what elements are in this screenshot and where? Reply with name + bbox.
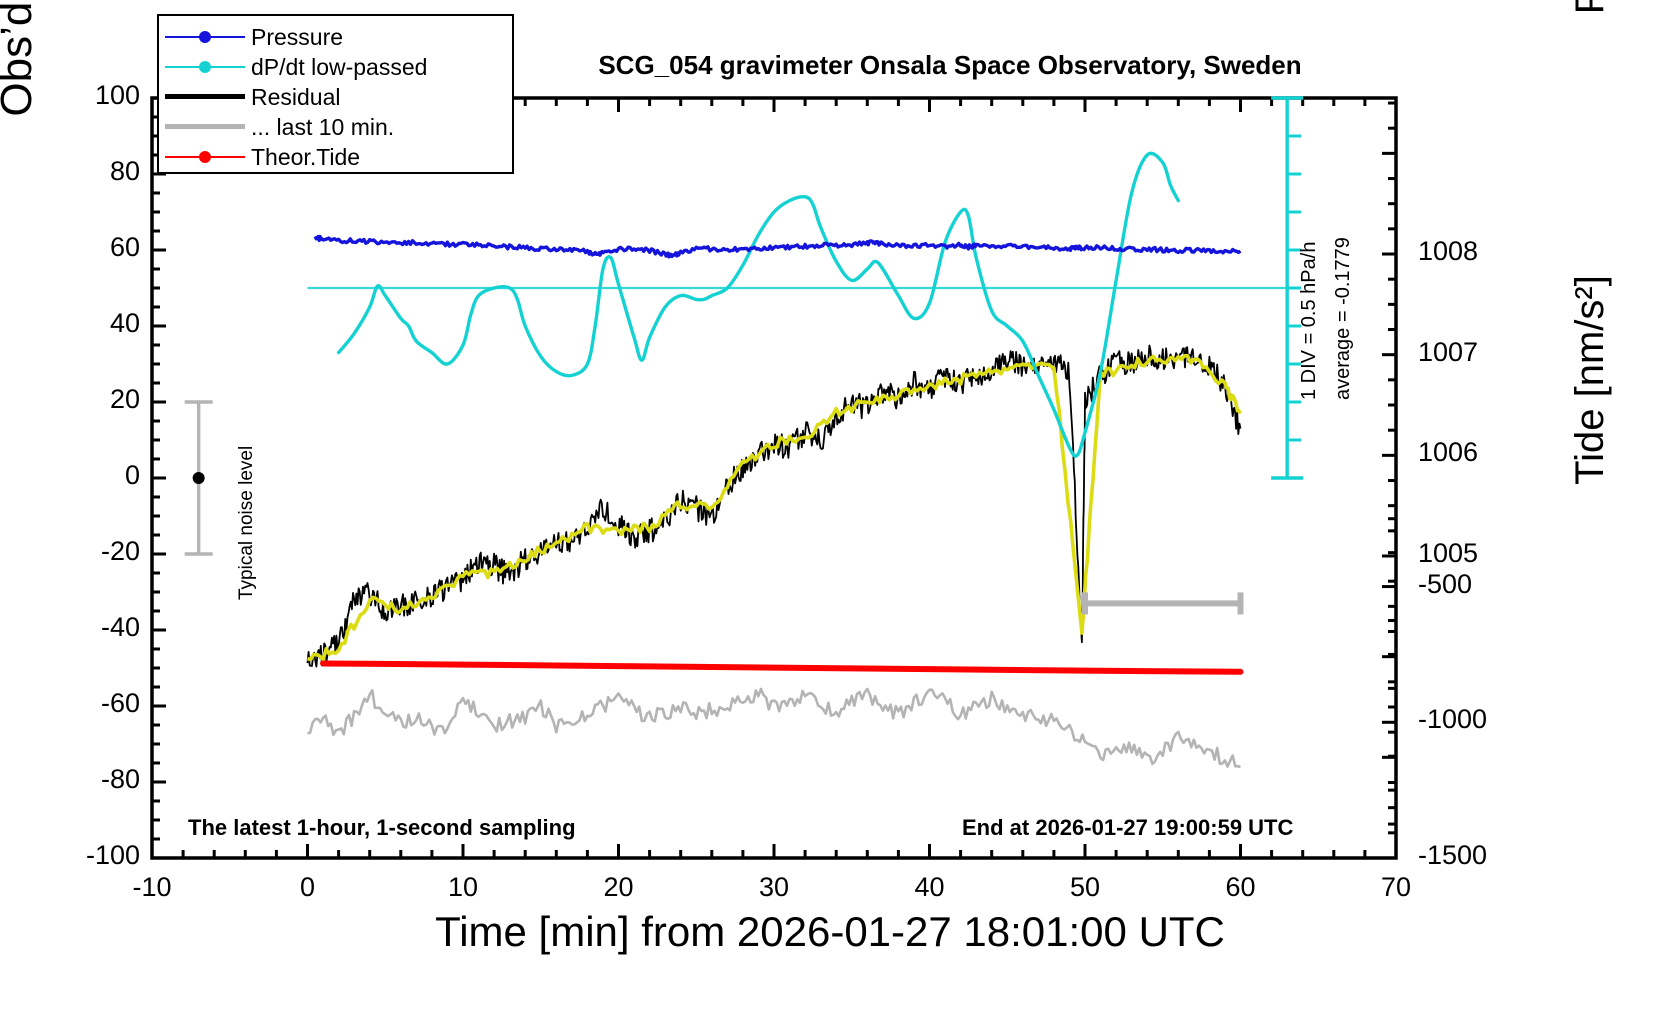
x-tick-label-0: 0 <box>300 872 316 902</box>
y-tick-label--40: -40 <box>101 612 141 642</box>
x-tick-label-70: 70 <box>1381 872 1412 902</box>
legend-swatch-icon <box>159 22 251 52</box>
legend: Pressure dP/dt low-passed Residual ... last… <box>157 14 514 174</box>
legend-item-label: ... last 10 min. <box>251 113 395 140</box>
legend-line-icon <box>165 124 245 129</box>
annotation-typical-noise-level: Typical noise level <box>236 445 257 600</box>
legend-item-residual[interactable]: Residual <box>159 82 512 112</box>
series-residual-smoothed <box>306 354 1243 662</box>
legend-item-label: Theor.Tide <box>251 143 361 170</box>
x-tick-label-50: 50 <box>1070 872 1101 902</box>
legend-item-theor-tide[interactable]: Theor.Tide <box>159 142 512 172</box>
y-tick-label-80: 80 <box>110 156 141 186</box>
y-tick-label-pressure-1006: 1006 <box>1418 437 1479 468</box>
legend-marker-icon <box>199 31 211 43</box>
series-dpdt-lowpassed <box>336 151 1180 458</box>
chart-title: SCG_054 gravimeter Onsala Space Observat… <box>598 50 1302 80</box>
legend-item-last-10-min[interactable]: ... last 10 min. <box>159 112 512 142</box>
y-tick-label-pressure-1008: 1008 <box>1418 236 1479 267</box>
legend-item-label: Residual <box>251 83 341 110</box>
annotation-div-scale: 1 DIV = 0.5 hPa/h <box>1298 241 1320 400</box>
legend-item-dp-dt-low-passed[interactable]: dP/dt low-passed <box>159 52 512 82</box>
series-pressure <box>313 234 1242 259</box>
x-axis-title: Time [min] from 2026-01-27 18:01:00 UTC <box>435 908 1225 955</box>
legend-marker-icon <box>199 61 211 73</box>
y-tick-label--100: -100 <box>86 840 141 870</box>
legend-item-label: dP/dt low-passed <box>251 53 428 80</box>
legend-swatch-icon <box>159 142 251 172</box>
y-tick-label-20: 20 <box>110 384 141 414</box>
y-tick-label-tide--500: -500 <box>1418 568 1473 599</box>
series-last-10-min <box>307 687 1241 769</box>
y-tick-label-pressure-1005: 1005 <box>1418 538 1479 568</box>
noise-bar-center-dot <box>192 472 205 484</box>
y-tick-label-100: 100 <box>95 80 141 110</box>
x-tick-label-10: 10 <box>448 872 479 902</box>
legend-swatch-icon <box>159 112 251 142</box>
annotation-end-time: End at 2026-01-27 19:00:59 UTC <box>962 815 1294 840</box>
annotation-latest-sampling: The latest 1-hour, 1-second sampling <box>188 815 576 840</box>
y-tick-label-tide--1000: -1000 <box>1418 704 1488 735</box>
y-tick-label-60: 60 <box>110 232 141 262</box>
legend-swatch-icon <box>159 52 251 82</box>
legend-line-icon <box>165 94 245 99</box>
y-tick-label-pressure-1007: 1007 <box>1418 336 1479 367</box>
x-tick-label-20: 20 <box>603 872 634 902</box>
x-tick-label-60: 60 <box>1225 872 1256 902</box>
x-tick-label-30: 30 <box>759 872 790 902</box>
annotation-dpdt-average: average = -0.1779 <box>1332 237 1354 400</box>
y-tick-label-40: 40 <box>110 308 141 338</box>
legend-marker-icon <box>199 151 211 163</box>
x-tick-label--10: -10 <box>132 872 172 902</box>
legend-item-label: Pressure <box>251 23 344 50</box>
x-tick-label-40: 40 <box>914 872 945 902</box>
legend-item-pressure[interactable]: Pressure <box>159 22 512 52</box>
y-tick-label--60: -60 <box>101 688 141 718</box>
y-tick-label--20: -20 <box>101 536 141 566</box>
y-tick-label-0: 0 <box>125 460 141 490</box>
y-tick-label--80: -80 <box>101 764 141 794</box>
legend-swatch-icon <box>159 82 251 112</box>
y-tick-label-tide--1500: -1500 <box>1418 840 1488 870</box>
series-theor-tide <box>320 660 1244 675</box>
